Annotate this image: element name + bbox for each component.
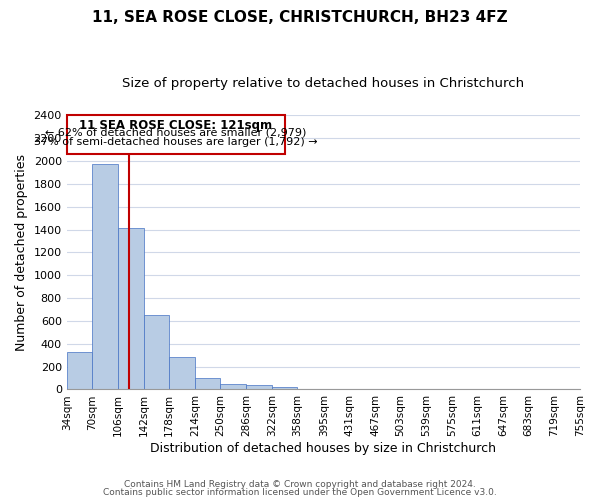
Bar bbox=[67, 116, 284, 154]
Bar bbox=[92, 164, 118, 390]
Bar bbox=[169, 358, 195, 390]
Bar bbox=[220, 384, 246, 390]
Title: Size of property relative to detached houses in Christchurch: Size of property relative to detached ho… bbox=[122, 78, 524, 90]
Bar bbox=[118, 228, 143, 390]
X-axis label: Distribution of detached houses by size in Christchurch: Distribution of detached houses by size … bbox=[151, 442, 496, 455]
Text: 11 SEA ROSE CLOSE: 121sqm: 11 SEA ROSE CLOSE: 121sqm bbox=[79, 120, 272, 132]
Bar bbox=[246, 386, 272, 390]
Text: 37% of semi-detached houses are larger (1,792) →: 37% of semi-detached houses are larger (… bbox=[34, 136, 317, 146]
Bar bbox=[143, 315, 169, 390]
Text: Contains HM Land Registry data © Crown copyright and database right 2024.: Contains HM Land Registry data © Crown c… bbox=[124, 480, 476, 489]
Text: Contains public sector information licensed under the Open Government Licence v3: Contains public sector information licen… bbox=[103, 488, 497, 497]
Bar bbox=[272, 387, 298, 390]
Text: 11, SEA ROSE CLOSE, CHRISTCHURCH, BH23 4FZ: 11, SEA ROSE CLOSE, CHRISTCHURCH, BH23 4… bbox=[92, 10, 508, 25]
Bar bbox=[67, 352, 92, 390]
Text: ← 62% of detached houses are smaller (2,979): ← 62% of detached houses are smaller (2,… bbox=[45, 128, 306, 138]
Y-axis label: Number of detached properties: Number of detached properties bbox=[15, 154, 28, 351]
Bar bbox=[195, 378, 220, 390]
